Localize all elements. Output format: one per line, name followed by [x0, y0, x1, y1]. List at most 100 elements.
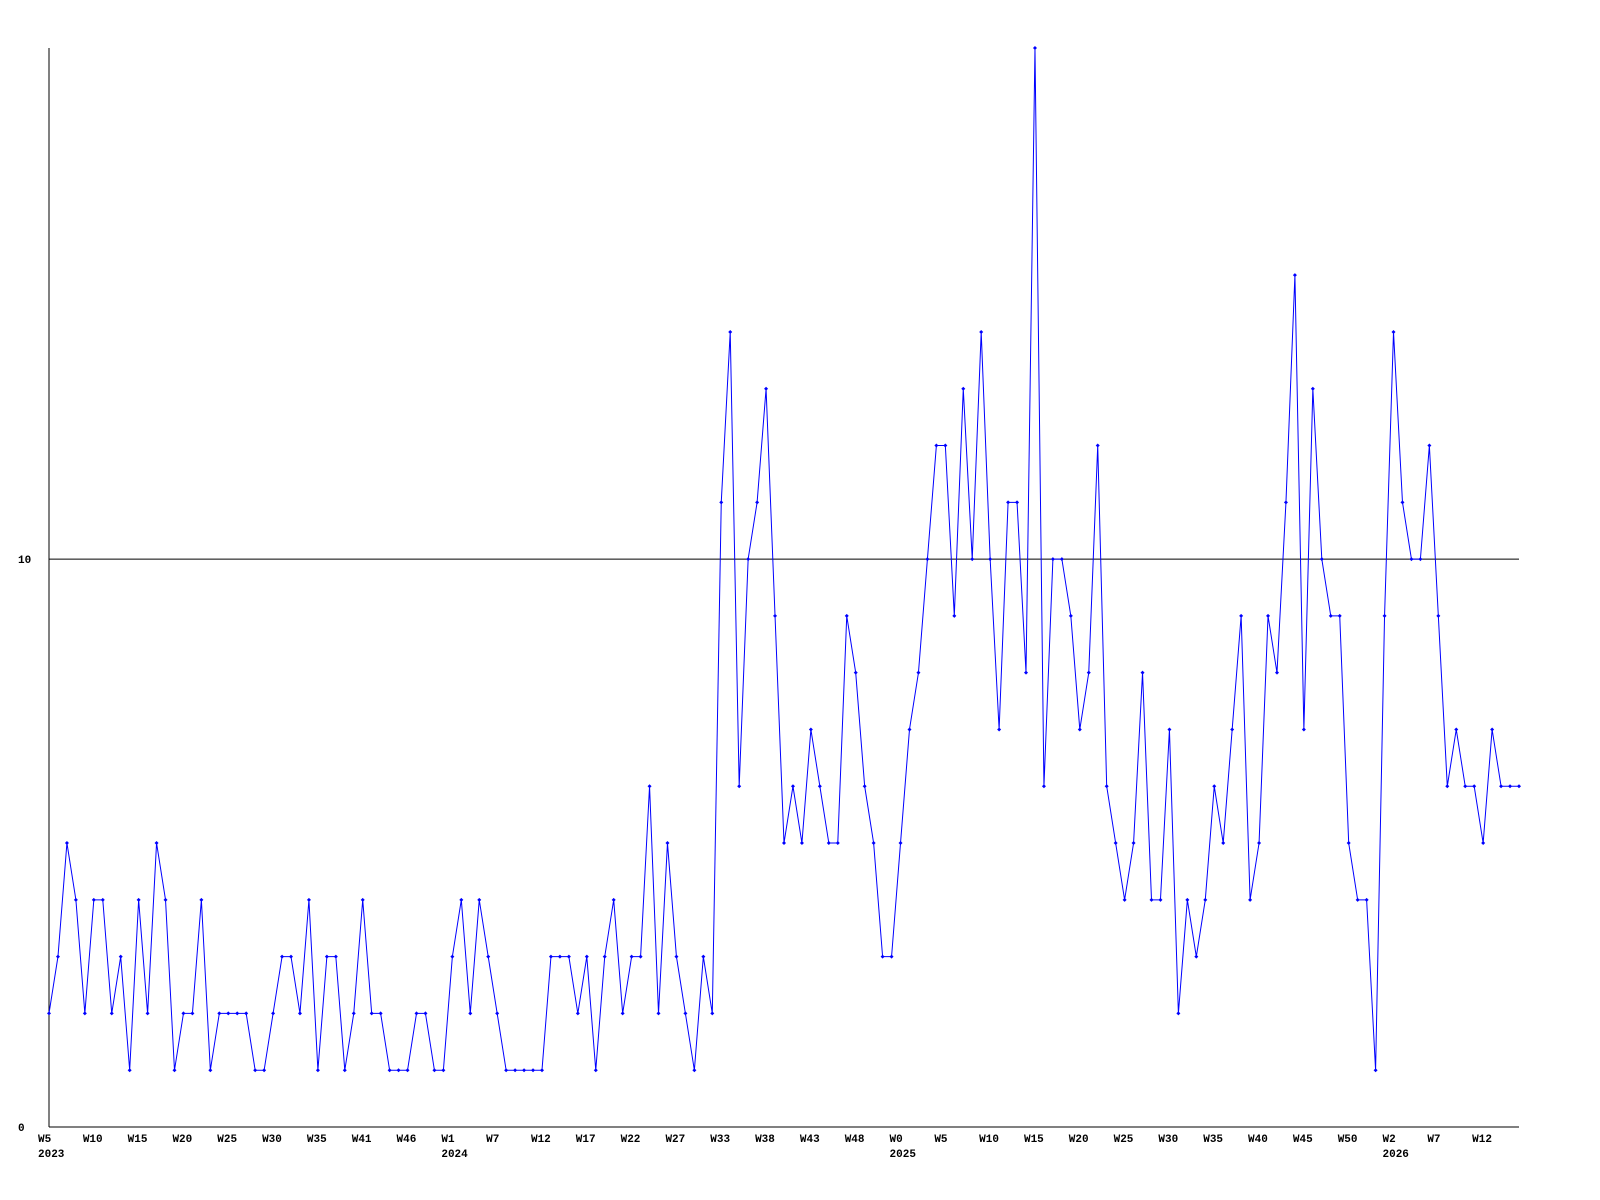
point [656, 1011, 661, 1016]
x-tick-label: W41 [352, 1134, 372, 1146]
point [172, 1068, 177, 1073]
point [862, 784, 867, 789]
point [378, 1011, 383, 1016]
x-tick-label: W12 [531, 1134, 551, 1146]
point [351, 1011, 356, 1016]
point [145, 1011, 150, 1016]
point [199, 897, 204, 902]
point [1418, 557, 1423, 562]
point [432, 1068, 437, 1073]
point [979, 329, 984, 334]
point [1355, 897, 1360, 902]
point [47, 1011, 51, 1016]
point [593, 1068, 598, 1073]
point [82, 1011, 87, 1016]
point [154, 841, 159, 846]
point [1445, 784, 1450, 789]
point [1301, 727, 1306, 732]
point [1167, 727, 1172, 732]
point [692, 1068, 697, 1073]
point [271, 1011, 276, 1016]
x-tick-label: W46 [397, 1134, 417, 1146]
x-tick-label: W30 [262, 1134, 282, 1146]
point [1176, 1011, 1181, 1016]
x-tick-label: W25 [217, 1134, 237, 1146]
point [342, 1068, 347, 1073]
point [835, 841, 840, 846]
point [638, 954, 643, 959]
point [1059, 557, 1064, 562]
point [1140, 670, 1145, 675]
point [1508, 784, 1513, 789]
x-tick-label: W35 [1203, 1134, 1223, 1146]
point [1499, 784, 1504, 789]
point [539, 1068, 544, 1073]
point [1382, 613, 1387, 618]
point [289, 954, 294, 959]
point [1203, 897, 1208, 902]
point [1364, 897, 1369, 902]
point [1310, 386, 1315, 391]
point [1149, 897, 1154, 902]
point [405, 1068, 410, 1073]
point [513, 1068, 518, 1073]
point [1409, 557, 1414, 562]
point [1283, 500, 1288, 505]
point [665, 841, 670, 846]
point [360, 897, 365, 902]
point [737, 784, 742, 789]
point [1319, 557, 1324, 562]
point [1481, 841, 1486, 846]
point [423, 1011, 428, 1016]
point [1212, 784, 1217, 789]
point [880, 954, 885, 959]
point [235, 1011, 240, 1016]
point [683, 1011, 688, 1016]
point [952, 613, 957, 618]
point [226, 1011, 231, 1016]
point [1239, 613, 1244, 618]
x-tick-label: W10 [83, 1134, 103, 1146]
point [764, 386, 769, 391]
point [710, 1011, 715, 1016]
point [1274, 670, 1279, 675]
point [387, 1068, 392, 1073]
x-tick-label: W27 [665, 1134, 685, 1146]
point [1221, 841, 1226, 846]
point [217, 1011, 222, 1016]
point [629, 954, 634, 959]
point [898, 841, 903, 846]
x-tick-label: W33 [710, 1134, 730, 1146]
point [64, 841, 69, 846]
point [477, 897, 482, 902]
point [1032, 46, 1037, 50]
point [522, 1068, 527, 1073]
point [746, 557, 751, 562]
point [73, 897, 78, 902]
point [1185, 897, 1190, 902]
point [414, 1011, 419, 1016]
point [997, 727, 1002, 732]
point [1077, 727, 1082, 732]
point [1257, 841, 1262, 846]
x-tick-label: W10 [979, 1134, 999, 1146]
point [1346, 841, 1351, 846]
point [306, 897, 311, 902]
point [773, 613, 778, 618]
point [1041, 784, 1046, 789]
point [100, 897, 105, 902]
point [136, 897, 141, 902]
point [817, 784, 822, 789]
point [1230, 727, 1235, 732]
point [1517, 784, 1521, 789]
y-tick-label: 0 [18, 1123, 25, 1135]
point [575, 1011, 580, 1016]
point [602, 954, 607, 959]
point [970, 557, 975, 562]
point [396, 1068, 401, 1073]
y-tick-label: 10 [18, 555, 31, 567]
point [127, 1068, 132, 1073]
point [333, 954, 338, 959]
point [504, 1068, 509, 1073]
